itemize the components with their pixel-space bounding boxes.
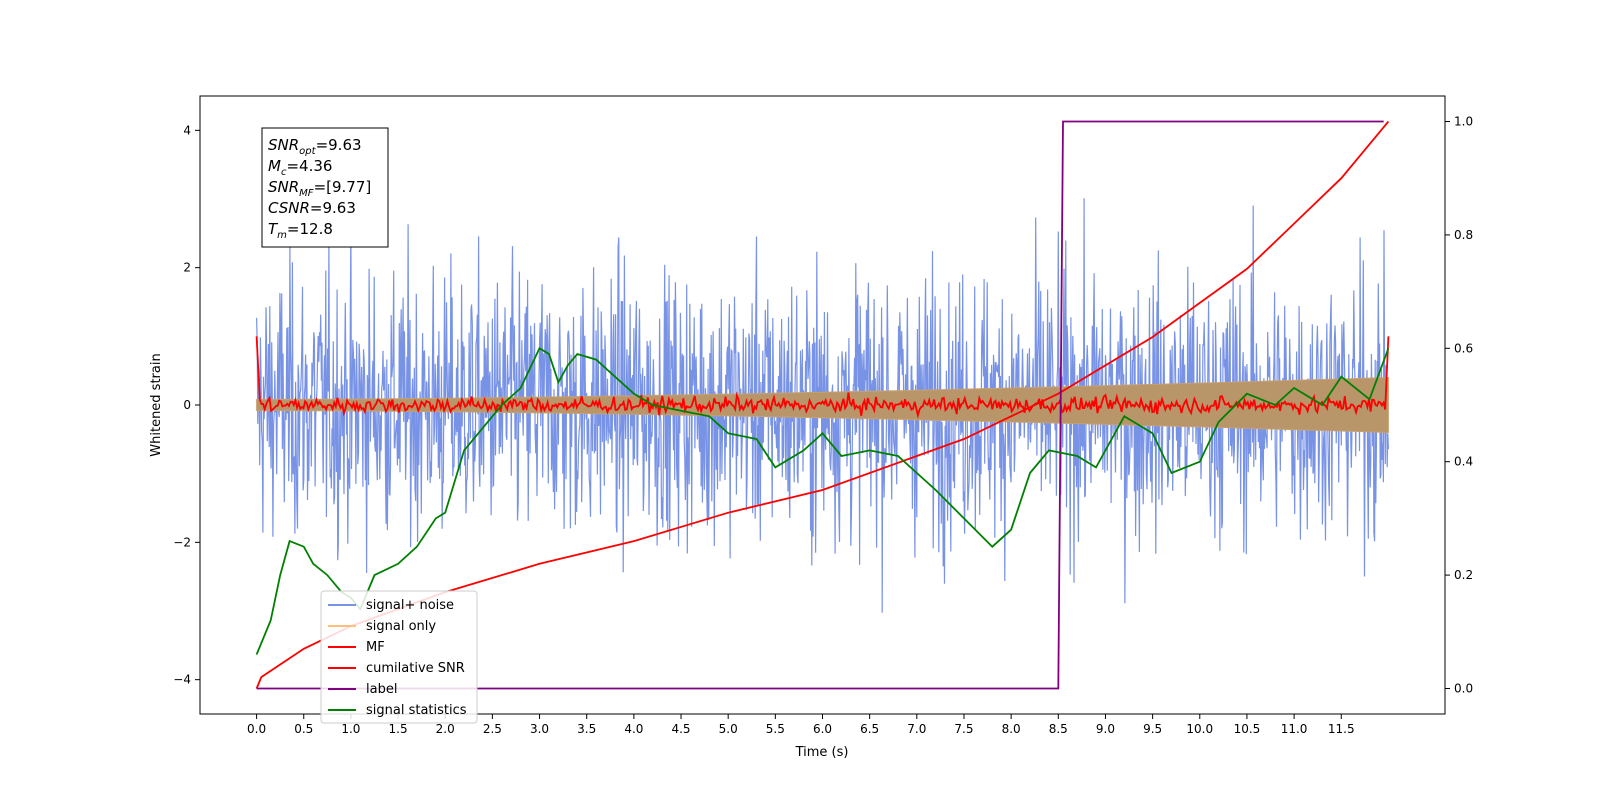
- x-tick-label: 0.5: [294, 722, 313, 736]
- y2-tick-label: 0.6: [1454, 341, 1473, 355]
- x-tick-label: 2.5: [483, 722, 502, 736]
- annotation-snr-mf: SNRMF=[9.77]: [268, 178, 371, 199]
- legend-label: MF: [366, 640, 385, 655]
- x-tick-label: 5.5: [766, 722, 785, 736]
- x-tick-label: 6.5: [860, 722, 879, 736]
- legend: signal+ noise signal only MF cumilative SNR…: [320, 590, 478, 724]
- axes: 0.0 0.5 1.0 1.5 2.0 2.5 3.0 3.5 4.0 4.5 5.0 5.5 6.0 6…: [173, 115, 1473, 736]
- y-axis-label: Whitened strain: [149, 353, 164, 456]
- x-tick-label: 8.0: [1002, 722, 1021, 736]
- x-tick-label: 7.5: [954, 722, 973, 736]
- x-tick-label: 5.0: [719, 722, 738, 736]
- x-tick-label: 4.5: [671, 722, 690, 736]
- legend-label: cumilative SNR: [366, 661, 465, 676]
- legend-label: label: [366, 682, 397, 697]
- series-mf: [255, 336, 1390, 419]
- x-tick-label: 3.0: [530, 722, 549, 736]
- y2-tick-label: 0.2: [1454, 568, 1473, 582]
- x-tick-label: 10.0: [1186, 722, 1213, 736]
- legend-label: signal statistics: [366, 703, 467, 718]
- x-tick-label: 9.5: [1143, 722, 1162, 736]
- y-tick-label: 4: [183, 123, 191, 137]
- y-tick-label: 2: [183, 261, 191, 275]
- series-label: [256, 120, 1384, 690]
- x-axis-label: Time (s): [795, 745, 849, 760]
- x-tick-label: 11.0: [1281, 722, 1308, 736]
- legend-label: signal only: [366, 619, 436, 634]
- legend-label: signal+ noise: [366, 598, 454, 613]
- series-signal-statistics: [255, 347, 1390, 655]
- annotation-snr-opt: SNRopt=9.63: [268, 136, 362, 157]
- y-tick-label: −4: [173, 673, 191, 687]
- x-tick-label: 0.0: [247, 722, 266, 736]
- legend-box: [320, 590, 478, 724]
- x-tick-label: 7.0: [907, 722, 926, 736]
- x-tick-label: 8.5: [1049, 722, 1068, 736]
- y2-tick-label: 1.0: [1454, 115, 1473, 129]
- annotation-mc: Mc=4.36: [268, 157, 332, 178]
- x-tick-label: 10.5: [1234, 722, 1261, 736]
- y2-tick-label: 0.0: [1454, 681, 1473, 695]
- series-signal-only: [256, 376, 1389, 434]
- y2-tick-label: 0.8: [1454, 228, 1473, 242]
- annotation-box: [261, 127, 389, 248]
- stats-annotation: SNRopt=9.63 Mc=4.36 SNRMF=[9.77] CSNR=9.…: [261, 127, 389, 248]
- x-tick-label: 11.5: [1328, 722, 1355, 736]
- x-tick-label: 6.0: [813, 722, 832, 736]
- x-tick-label: 1.5: [389, 722, 408, 736]
- y2-tick-label: 0.4: [1454, 455, 1473, 469]
- x-tick-label: 2.0: [436, 722, 455, 736]
- x-tick-label: 4.0: [624, 722, 643, 736]
- annotation-tm: Tm=12.8: [268, 220, 333, 241]
- annotation-csnr: CSNR=9.63: [268, 199, 356, 217]
- y-tick-label: 0: [183, 398, 191, 412]
- x-tick-label: 9.0: [1096, 722, 1115, 736]
- y-tick-label: −2: [173, 535, 191, 549]
- x-tick-label: 1.0: [341, 722, 360, 736]
- x-tick-label: 3.5: [577, 722, 596, 736]
